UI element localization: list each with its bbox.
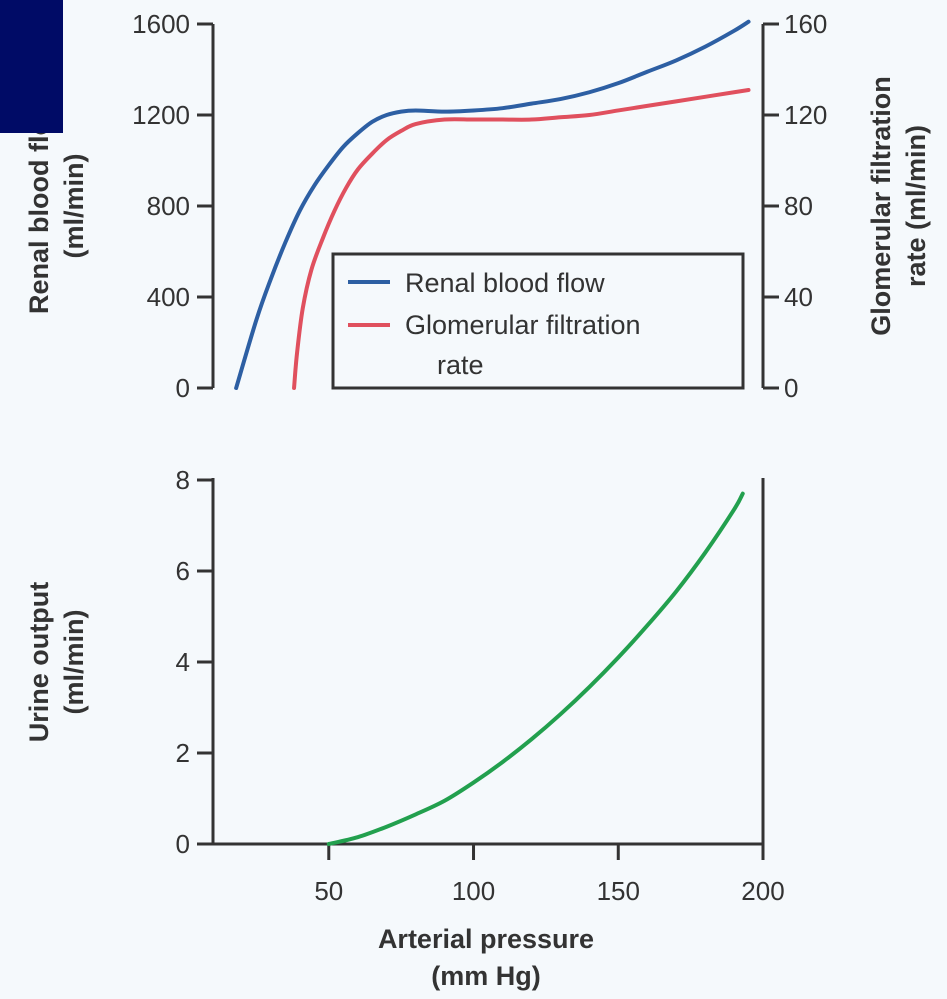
legend-label-gfr-line1: Glomerular filtration [405,310,641,340]
x-tick-label: 200 [741,876,784,906]
bottom-series [326,491,745,846]
top-right-ticks: 0 40 80 120 160 [763,9,827,403]
top-left-tick-label: 0 [176,373,190,403]
top-right-tick-label: 0 [784,373,798,403]
top-left-ticks: 0 400 800 1200 1600 [132,9,213,403]
series-line-renal-blood-flow [234,19,751,390]
bottom-x-ticks: 50 100 150 200 [314,844,785,906]
x-tick-label: 100 [452,876,495,906]
x-tick-label: 150 [597,876,640,906]
top-series [234,19,751,390]
top-left-tick-label: 1600 [132,9,190,39]
x-tick-label: 50 [314,876,343,906]
legend-label-renal-blood-flow: Renal blood flow [405,268,605,298]
overlay-block [0,0,63,133]
top-left-tick-label: 1200 [132,100,190,130]
legend-label-gfr-line2: rate [437,350,484,380]
series-line-urine-output [326,491,745,846]
legend: Renal blood flow Glomerular filtration r… [331,252,745,390]
bottom-y-tick-label: 6 [176,556,190,586]
top-left-ylabel-line2: (ml/min) [59,154,89,259]
bottom-y-ticks: 0 2 4 6 8 [176,465,213,859]
bottom-ylabel-line2: (ml/min) [59,610,89,715]
xlabel-line2: (mm Hg) [431,961,541,991]
bottom-y-tick-label: 8 [176,465,190,495]
top-left-tick-label: 400 [147,282,190,312]
top-right-tick-label: 40 [784,282,813,312]
top-left-tick-label: 800 [147,191,190,221]
top-right-ylabel-line1: Glomerular filtration [866,76,896,336]
series-line-glomerular-filtration-rate [292,87,751,390]
xlabel-line1: Arterial pressure [378,924,594,954]
bottom-y-tick-label: 0 [176,829,190,859]
bottom-y-tick-label: 4 [176,647,190,677]
top-right-ylabel-line2: rate (ml/min) [901,125,931,287]
top-chart: 0 400 800 1200 1600 0 40 80 120 160 Renal blood … [24,9,931,403]
bottom-y-tick-label: 2 [176,738,190,768]
bottom-ylabel-line1: Urine output [24,582,54,742]
top-right-tick-label: 80 [784,191,813,221]
legend-box [331,252,745,390]
top-right-tick-label: 120 [784,100,827,130]
top-right-tick-label: 160 [784,9,827,39]
top-left-ylabel-line1: Renal blood flow [24,97,54,314]
